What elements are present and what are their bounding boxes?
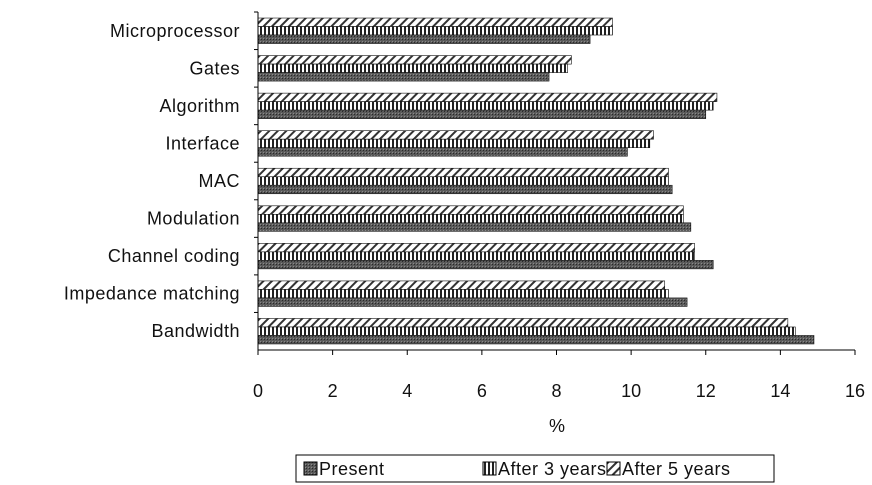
legend-swatch-after-5-years — [606, 461, 621, 476]
x-tick-label: 6 — [477, 381, 487, 401]
x-tick-label: 10 — [621, 381, 641, 401]
bar-after-5-years-interface — [257, 130, 654, 140]
legend-swatch-after-3-years — [482, 461, 497, 476]
bar-present-mac — [257, 184, 673, 195]
bar-present-gates — [257, 72, 550, 82]
bar-after-3-years-bandwidth — [257, 326, 796, 336]
bar-after-3-years-modulation — [257, 214, 684, 224]
bar-after-5-years-impedance-matching — [257, 280, 666, 290]
x-ticks: 0 2 4 6 8 10 12 14 16 — [253, 350, 865, 401]
category-label: Bandwidth — [151, 321, 240, 341]
bar-present-bandwidth — [257, 335, 815, 345]
bar-present-interface — [257, 147, 628, 157]
x-tick-label: 16 — [845, 381, 865, 401]
bar-after-3-years-mac — [257, 176, 669, 186]
legend-label-after-3-years: After 3 years — [498, 459, 607, 479]
bar-after-5-years-microprocessor — [257, 17, 613, 27]
bar-present-modulation — [257, 222, 692, 232]
bar-after-3-years-channel-coding — [257, 251, 695, 261]
category-label: Modulation — [147, 209, 240, 229]
bar-after-3-years-impedance-matching — [257, 289, 669, 299]
bar-present-impedance-matching — [257, 297, 688, 307]
legend-box — [295, 454, 775, 483]
x-tick-label: 8 — [551, 381, 561, 401]
bars-group — [257, 17, 815, 345]
legend-label-after-5-years: After 5 years — [622, 459, 731, 479]
bar-after-3-years-gates — [257, 63, 568, 73]
bar-after-5-years-gates — [257, 55, 572, 65]
category-label: Microprocessor — [110, 21, 240, 41]
legend: Present After 3 years After 5 years — [295, 454, 775, 483]
bar-after-5-years-bandwidth — [257, 318, 789, 328]
category-label: Impedance matching — [64, 284, 240, 304]
legend-swatch-present — [303, 461, 318, 476]
x-tick-label: 4 — [402, 381, 412, 401]
category-label: MAC — [199, 171, 241, 191]
category-label: Interface — [165, 133, 240, 153]
x-tick-label: 12 — [696, 381, 716, 401]
bar-after-3-years-algorithm — [257, 101, 714, 111]
category-label: Gates — [189, 58, 240, 78]
category-label: Channel coding — [108, 246, 240, 266]
x-tick-label: 2 — [328, 381, 338, 401]
category-label: Algorithm — [159, 96, 240, 116]
category-labels: Microprocessor Gates Algorithm Interface MAC… — [64, 11, 258, 341]
x-tick-label: 14 — [770, 381, 790, 401]
bar-after-3-years-interface — [257, 138, 651, 148]
bar-after-5-years-modulation — [257, 205, 684, 215]
x-axis-title: % — [549, 416, 565, 436]
bar-after-5-years-mac — [257, 167, 669, 178]
x-tick-label: 0 — [253, 381, 263, 401]
bar-after-3-years-microprocessor — [257, 26, 613, 36]
bar-present-microprocessor — [257, 34, 591, 44]
bar-after-5-years-channel-coding — [257, 243, 695, 253]
bar-present-algorithm — [257, 109, 707, 119]
bar-present-channel-coding — [257, 260, 714, 270]
legend-label-present: Present — [319, 459, 385, 479]
bar-after-5-years-algorithm — [257, 92, 718, 102]
